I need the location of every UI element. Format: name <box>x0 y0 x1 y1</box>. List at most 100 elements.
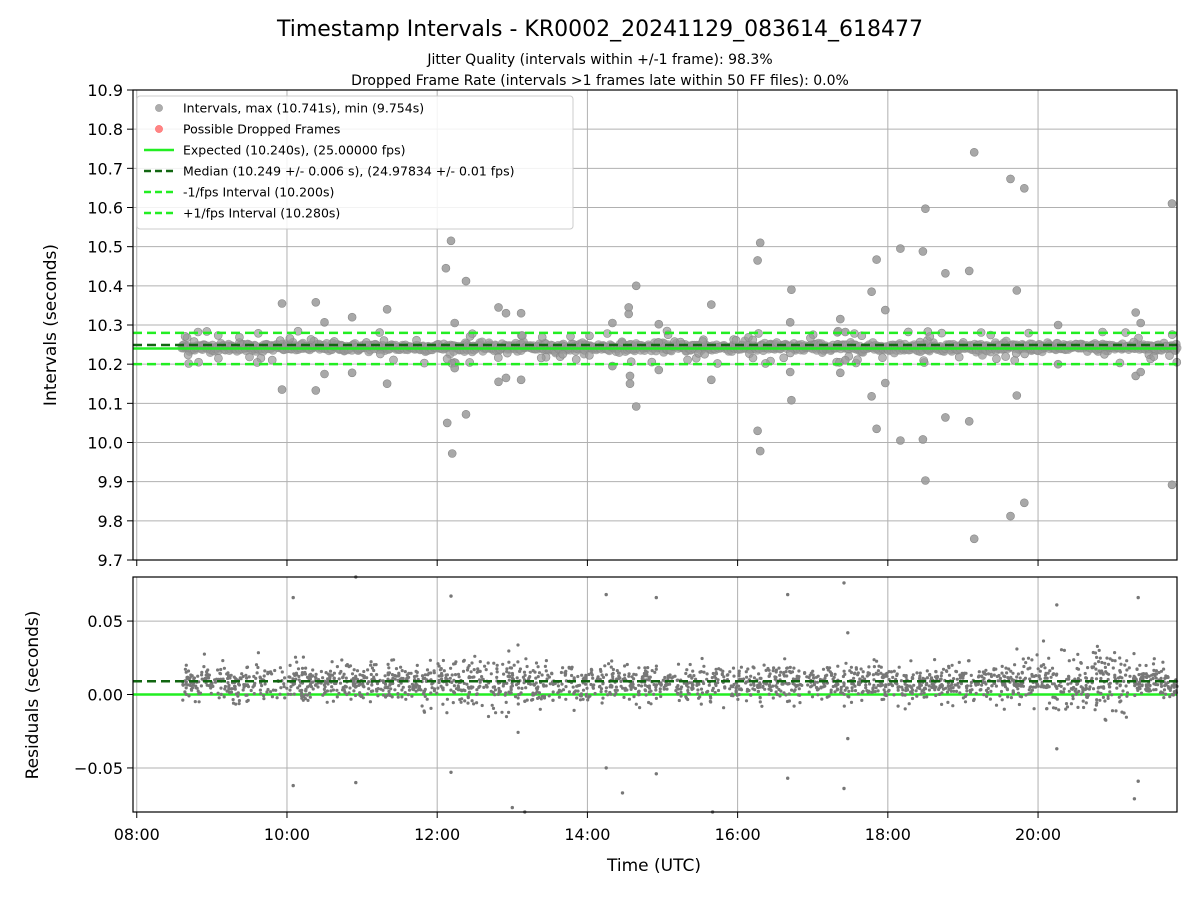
residual-point <box>1047 656 1051 660</box>
residual-point <box>914 689 918 693</box>
residual-point <box>358 673 362 677</box>
residual-point <box>508 666 512 670</box>
residual-point <box>871 673 876 677</box>
residual-point <box>350 672 355 676</box>
interval-outlier-point <box>787 285 796 295</box>
residual-point <box>587 672 591 677</box>
residual-point <box>1043 676 1047 680</box>
residual-point <box>387 689 391 694</box>
residual-point <box>507 671 511 675</box>
residual-point <box>861 670 865 674</box>
residual-point <box>685 668 689 672</box>
residual-point <box>866 691 870 695</box>
residual-point <box>335 688 339 692</box>
residual-point <box>283 676 287 680</box>
residual-point <box>737 669 741 673</box>
residual-point <box>861 689 865 693</box>
residual-point <box>1011 671 1015 675</box>
residual-point <box>294 671 298 675</box>
residual-point <box>1120 710 1124 714</box>
residual-point <box>972 698 976 703</box>
residual-point <box>1071 697 1075 701</box>
residual-point <box>895 673 899 678</box>
residual-point <box>1026 667 1030 671</box>
intervals-y-tick-label: 9.8 <box>98 512 123 531</box>
interval-outlier-point <box>880 305 890 315</box>
residual-point <box>423 676 427 681</box>
interval-point <box>267 355 277 365</box>
residual-point <box>658 687 662 691</box>
residual-point <box>1079 692 1083 696</box>
residual-point <box>410 694 414 698</box>
residual-point <box>531 693 535 697</box>
residual-point <box>686 685 690 689</box>
residual-point <box>760 704 764 708</box>
residual-point <box>301 655 305 659</box>
residual-point <box>1016 691 1021 695</box>
residual-point <box>1095 655 1099 660</box>
residual-point <box>1052 672 1056 676</box>
residual-point <box>541 683 546 687</box>
residual-point <box>453 673 458 677</box>
residual-point <box>505 670 509 674</box>
residual-point <box>892 669 896 673</box>
residual-point <box>408 685 412 689</box>
residual-point <box>296 686 300 690</box>
residual-point <box>1107 672 1111 676</box>
residual-point <box>758 700 762 704</box>
residual-point <box>509 687 513 691</box>
residual-point <box>234 702 238 706</box>
residual-point <box>758 695 762 699</box>
residual-point <box>1097 648 1101 653</box>
residual-point <box>1000 664 1004 669</box>
residual-point <box>504 715 509 719</box>
residual-point <box>637 666 641 670</box>
residual-point <box>1139 691 1144 695</box>
residual-point <box>825 666 829 670</box>
residual-point <box>702 664 706 668</box>
residual-point <box>445 673 449 677</box>
residual-point <box>731 685 735 689</box>
residual-point <box>450 673 454 677</box>
residual-point <box>366 668 370 672</box>
residual-point <box>280 670 284 674</box>
residual-point <box>328 669 333 673</box>
residual-point <box>233 687 237 691</box>
residual-point <box>536 675 540 679</box>
intervals-panel: Intervals (seconds) 9.7 9.8 9.9 10.0 10.1 10.… <box>41 81 1182 570</box>
interval-point <box>275 336 285 345</box>
residual-point <box>1071 694 1075 698</box>
residual-point <box>705 672 709 676</box>
residual-point <box>304 666 308 670</box>
residual-point <box>466 701 470 705</box>
residual-point <box>245 665 250 669</box>
residual-point <box>919 692 923 696</box>
residual-point <box>996 679 1000 683</box>
interval-outlier-point <box>461 409 471 419</box>
residual-point <box>1047 701 1052 705</box>
residual-point <box>700 691 705 695</box>
residual-point <box>896 688 900 692</box>
residual-point <box>1009 696 1014 700</box>
residual-point <box>1132 674 1136 679</box>
interval-outlier-point <box>447 449 457 458</box>
residual-point <box>1091 650 1095 655</box>
residual-point <box>567 690 572 694</box>
residual-point <box>495 670 499 674</box>
residual-point <box>675 685 679 690</box>
residual-point <box>952 677 956 681</box>
residual-point <box>258 688 262 692</box>
residual-point <box>890 684 895 688</box>
residual-point <box>1018 694 1022 698</box>
interval-outlier-point <box>1167 199 1177 208</box>
residual-point <box>368 700 372 704</box>
residual-point <box>1122 679 1126 684</box>
residual-point <box>600 701 604 705</box>
residual-point <box>561 688 566 692</box>
residual-point <box>708 699 712 703</box>
residual-point <box>787 692 791 696</box>
residual-point <box>328 674 332 679</box>
interval-outlier-point <box>1131 308 1140 317</box>
residual-point <box>654 667 658 671</box>
legend-marker <box>155 104 163 112</box>
